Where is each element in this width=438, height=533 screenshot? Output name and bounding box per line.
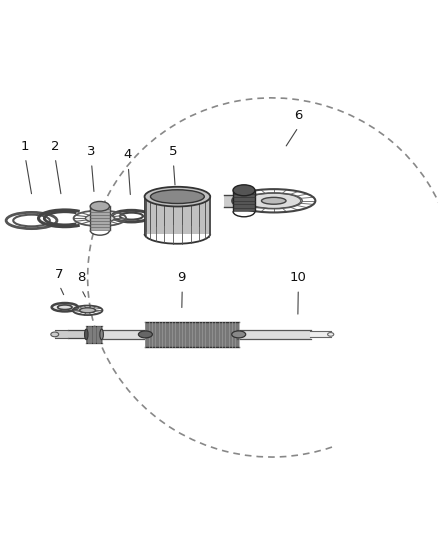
- Text: 9: 9: [177, 271, 186, 284]
- Polygon shape: [237, 329, 311, 339]
- Ellipse shape: [85, 214, 114, 223]
- Ellipse shape: [52, 303, 78, 311]
- Text: 10: 10: [290, 271, 306, 284]
- Text: 8: 8: [77, 271, 85, 284]
- Polygon shape: [68, 330, 88, 338]
- Ellipse shape: [145, 187, 210, 206]
- Ellipse shape: [138, 331, 152, 338]
- Polygon shape: [233, 190, 255, 211]
- Text: 4: 4: [124, 148, 132, 161]
- Text: 1: 1: [21, 140, 29, 152]
- Ellipse shape: [51, 332, 59, 337]
- Text: 7: 7: [55, 268, 64, 280]
- Text: 3: 3: [87, 145, 95, 158]
- Polygon shape: [224, 195, 261, 207]
- Text: 6: 6: [293, 109, 302, 122]
- Polygon shape: [310, 332, 331, 337]
- Polygon shape: [90, 206, 110, 230]
- Ellipse shape: [100, 329, 103, 340]
- Ellipse shape: [232, 331, 246, 338]
- Polygon shape: [102, 329, 147, 339]
- Polygon shape: [145, 197, 210, 234]
- Ellipse shape: [80, 308, 95, 313]
- Ellipse shape: [151, 190, 204, 204]
- Ellipse shape: [90, 201, 110, 211]
- Text: 5: 5: [169, 145, 177, 158]
- Text: 2: 2: [50, 140, 59, 152]
- Ellipse shape: [245, 193, 302, 209]
- Ellipse shape: [57, 305, 72, 310]
- Polygon shape: [86, 326, 102, 343]
- Polygon shape: [145, 322, 239, 347]
- Ellipse shape: [233, 185, 255, 196]
- Polygon shape: [55, 330, 68, 338]
- Ellipse shape: [328, 333, 334, 336]
- Ellipse shape: [85, 329, 88, 340]
- Ellipse shape: [261, 197, 286, 204]
